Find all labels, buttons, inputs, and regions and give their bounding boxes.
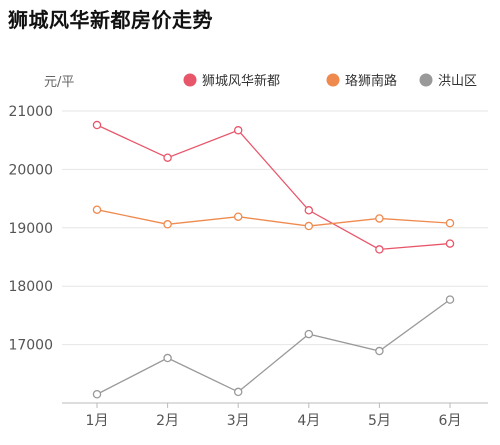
series-group xyxy=(92,120,455,399)
y-axis-unit-label: 元/平 xyxy=(44,75,74,90)
data-point xyxy=(304,329,314,339)
grid xyxy=(62,110,488,346)
x-tick-label: 4月 xyxy=(297,413,320,429)
y-tick-label: 19000 xyxy=(8,221,53,237)
data-point xyxy=(163,220,172,229)
series-line xyxy=(96,124,451,251)
x-axis: 1月 2月 3月 4月 5月 6月 xyxy=(62,402,488,429)
data-point xyxy=(375,346,384,356)
data-point xyxy=(92,205,102,214)
series-line xyxy=(96,209,451,227)
legend-label: 狮城风华新都 xyxy=(202,73,280,89)
data-point xyxy=(233,212,243,221)
legend-marker xyxy=(183,73,197,87)
data-point xyxy=(445,239,455,248)
data-point xyxy=(92,120,102,130)
y-tick-label: 21000 xyxy=(8,104,53,120)
data-point xyxy=(304,221,314,231)
x-tick-label: 5月 xyxy=(368,413,391,429)
legend: 狮城风华新都 珞狮南路 洪山区 xyxy=(183,73,477,89)
y-tick-label: 17000 xyxy=(8,338,53,354)
data-point xyxy=(92,389,102,399)
data-point xyxy=(375,245,384,254)
series-line-group xyxy=(92,205,455,231)
series-line-group xyxy=(92,295,455,399)
data-point xyxy=(233,387,243,397)
legend-label: 珞狮南路 xyxy=(345,73,397,89)
y-tick-label: 20000 xyxy=(8,162,53,178)
x-tick-label: 3月 xyxy=(227,413,250,429)
x-tick-label: 1月 xyxy=(86,413,109,429)
series-line xyxy=(96,299,451,395)
series-line-group xyxy=(92,120,455,254)
data-point xyxy=(233,126,243,135)
data-point xyxy=(445,295,455,304)
y-tick-label: 18000 xyxy=(8,279,53,295)
x-tick-label: 2月 xyxy=(156,413,179,429)
legend-marker xyxy=(419,73,433,87)
data-point xyxy=(163,153,172,162)
data-point xyxy=(375,214,384,223)
y-axis-ticks: 21000 20000 19000 18000 17000 xyxy=(8,104,53,354)
legend-marker xyxy=(326,73,340,87)
chart-title: 狮城风华新都房价走势 xyxy=(8,8,213,32)
data-point xyxy=(445,218,455,228)
legend-label: 洪山区 xyxy=(438,74,477,89)
x-tick-label: 6月 xyxy=(439,413,462,429)
data-point xyxy=(304,206,314,215)
data-point xyxy=(163,353,172,363)
